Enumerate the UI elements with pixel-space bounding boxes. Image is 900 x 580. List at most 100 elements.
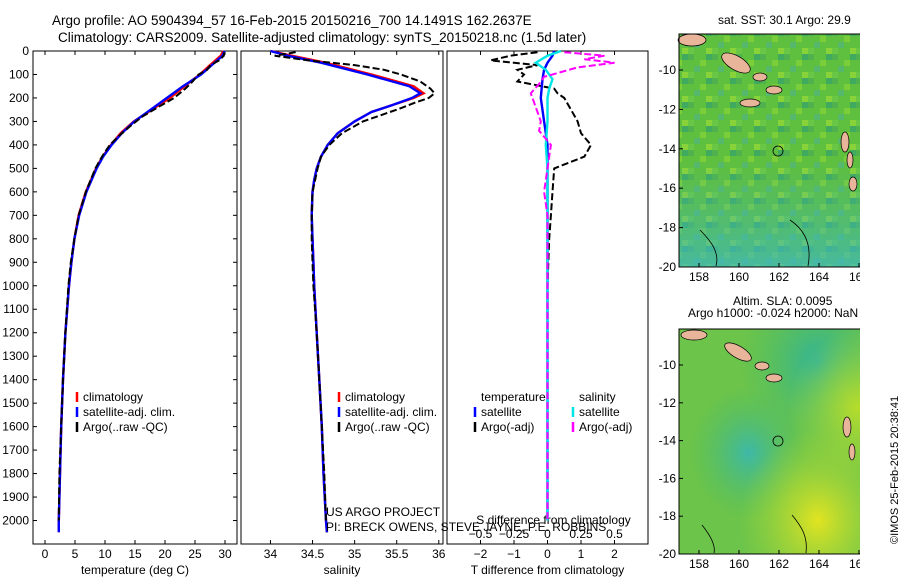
y-tick-label: 100 <box>9 67 29 81</box>
series-line-argo-raw-qc- <box>274 51 437 521</box>
map-y-tick-label: -14 <box>659 434 677 448</box>
x-tick-label: 10 <box>98 547 112 561</box>
plot-frame <box>240 50 444 545</box>
x-tick-label: 35.5 <box>385 547 409 561</box>
plot-title-line1: Argo profile: AO 5904394_57 16-Feb-2015 … <box>52 13 532 28</box>
x-axis-label: temperature (deg C) <box>81 563 189 577</box>
legend-label: satellite-adj. clim. <box>83 405 175 419</box>
legend-label: Argo(..raw -QC) <box>83 420 168 434</box>
map-x-tick-label: 160 <box>729 557 749 571</box>
y-tick-label: 1500 <box>2 396 29 410</box>
sla-map-title1: Altim. SLA: 0.0095 <box>733 294 833 308</box>
y-tick-label: 0 <box>22 44 29 58</box>
map-x-tick-label: 164 <box>809 557 829 571</box>
sst-map-title: sat. SST: 30.1 Argo: 29.9 <box>718 13 851 27</box>
x-tick-label: 30 <box>218 547 232 561</box>
map-y-tick-label: -20 <box>659 260 677 274</box>
top-axis-label: S difference from climatology <box>476 513 631 527</box>
sst-map: 158 160 162 164 166 -10 -12 -14 -16 -18 -20 <box>659 33 860 284</box>
map-x-tick-label: 160 <box>729 270 749 284</box>
y-tick-label: 1400 <box>2 373 29 387</box>
x-tick-label: 34.5 <box>301 547 325 561</box>
x-tick-label: 20 <box>158 547 172 561</box>
legend-label: salinity <box>579 390 616 404</box>
x-axis-label: T difference from climatology <box>471 563 625 577</box>
x-tick-label: 15 <box>128 547 142 561</box>
y-tick-label: 800 <box>9 232 29 246</box>
map-y-tick-label: -12 <box>659 396 677 410</box>
map-y-tick-label: -10 <box>659 358 677 372</box>
legend-label: temperature <box>481 390 546 404</box>
map-x-tick-label: 162 <box>769 557 789 571</box>
project-credit: US ARGO PROJECT <box>326 505 441 519</box>
x-tick-label: 36 <box>432 547 446 561</box>
island-shapes <box>677 33 858 192</box>
y-tick-label: 900 <box>9 255 29 269</box>
y-tick-label: 1800 <box>2 467 29 481</box>
x-tick-label: 0 <box>42 547 49 561</box>
x-tick-label: 35 <box>348 547 362 561</box>
series-line-satellite-adj-clim- <box>57 50 226 533</box>
map-y-tick-label: -16 <box>659 471 677 485</box>
map-y-tick-label: -10 <box>659 63 677 77</box>
legend-label: climatology <box>345 390 405 404</box>
map-x-tick-label: 166 <box>849 557 860 571</box>
x-tick-label: 2 <box>611 547 618 561</box>
x-tick-label: 0 <box>544 547 551 561</box>
map-y-tick-label: -14 <box>659 142 677 156</box>
y-tick-label: 500 <box>9 161 29 175</box>
map-x-tick-label: 164 <box>809 270 829 284</box>
x-tick-label: 34 <box>264 547 278 561</box>
top-tick-label: 0.25 <box>569 527 593 541</box>
plot-frame <box>32 50 238 545</box>
y-tick-label: 1000 <box>2 279 29 293</box>
y-tick-label: 1600 <box>2 420 29 434</box>
y-tick-label: 1700 <box>2 443 29 457</box>
y-tick-label: 1100 <box>3 302 29 316</box>
x-tick-label: 1 <box>578 547 585 561</box>
legend-label: Argo(..raw -QC) <box>345 420 430 434</box>
top-tick-label: 0 <box>544 527 551 541</box>
top-tick-label: −0.5 <box>469 527 493 541</box>
y-tick-label: 2000 <box>2 514 29 528</box>
map-x-tick-label: 166 <box>849 270 860 284</box>
x-tick-label: 5 <box>72 547 79 561</box>
top-tick-label: −0.25 <box>499 527 530 541</box>
y-tick-label: 200 <box>9 91 29 105</box>
map-y-tick-label: -18 <box>659 509 677 523</box>
y-tick-label: 1900 <box>2 490 29 504</box>
y-tick-label: 1200 <box>2 326 29 340</box>
y-tick-label: 700 <box>9 208 29 222</box>
y-tick-label: 1300 <box>2 349 29 363</box>
series-line-satellite-adj-clim- <box>270 49 423 533</box>
y-tick-label: 300 <box>9 114 29 128</box>
argo-position-marker <box>772 145 784 157</box>
map-y-tick-label: -16 <box>659 181 677 195</box>
y-tick-label: 600 <box>9 185 29 199</box>
map-y-tick-label: -20 <box>659 547 677 561</box>
sla-map: 158 160 162 164 166 -10 -12 -14 -16 -18 -20 <box>659 328 860 571</box>
series-line-temperature-argo-adj- <box>490 51 593 521</box>
map-x-tick-label: 158 <box>689 557 709 571</box>
x-tick-label: 25 <box>188 547 202 561</box>
map-x-tick-label: 162 <box>769 270 789 284</box>
x-tick-label: −2 <box>474 547 488 561</box>
x-axis-label: salinity <box>324 563 361 577</box>
top-tick-label: 0.5 <box>606 527 623 541</box>
salinity-profile-chart: 34 34.5 35 35.5 36 salinity climatologysatelli… <box>240 49 446 577</box>
temperature-profile-chart: 0100200300400500600700800900100011001200… <box>2 44 238 577</box>
legend-label: satellite <box>579 405 620 419</box>
pi-credit: PI: BRECK OWENS, STEVE JAYNE, P.E. ROBBI… <box>326 520 607 534</box>
legend-label: satellite <box>481 405 522 419</box>
plot-title-line2: Climatology: CARS2009. Satellite-adjuste… <box>58 30 587 45</box>
legend-label: climatology <box>83 390 143 404</box>
series-line-salinity-argo-adj- <box>529 51 615 521</box>
map-y-tick-label: -18 <box>659 221 677 235</box>
sla-map-title2: Argo h1000: -0.024 h2000: NaN <box>688 306 859 320</box>
difference-profile-chart: −2 −1 0 1 2 T difference from climatology −0.5… <box>446 49 649 577</box>
x-tick-label: −1 <box>507 547 521 561</box>
legend-label: Argo(-adj) <box>579 420 632 434</box>
legend-label: Argo(-adj) <box>481 420 534 434</box>
legend-label: satellite-adj. clim. <box>345 405 437 419</box>
